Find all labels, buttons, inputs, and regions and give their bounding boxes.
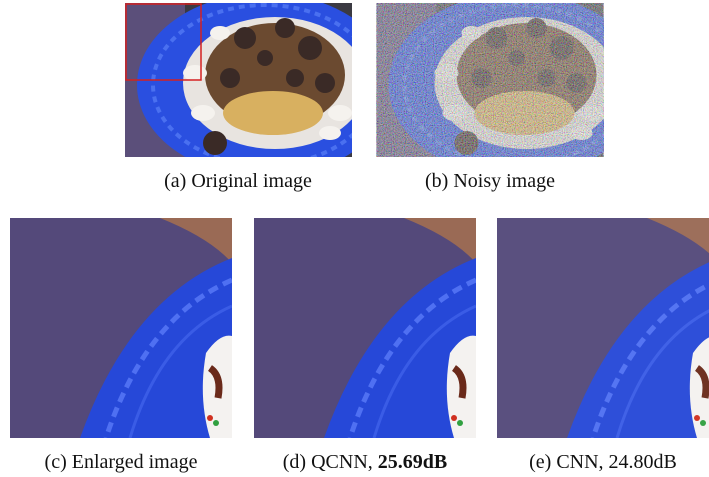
caption-part: Noisy image bbox=[453, 170, 555, 192]
caption: (c) Enlarged image bbox=[45, 451, 198, 473]
caption: (e) CNN, 24.80dB bbox=[529, 451, 677, 473]
caption-part: QCNN, bbox=[311, 451, 373, 473]
caption-part: Enlarged image bbox=[72, 451, 198, 473]
noise-overlay bbox=[376, 3, 604, 157]
enlarged-image bbox=[10, 218, 232, 438]
caption-part: 25.69dB bbox=[378, 451, 447, 473]
caption-part: CNN, 24.80dB bbox=[556, 451, 677, 473]
caption-part: (a) bbox=[164, 170, 186, 192]
caption-part: (c) bbox=[45, 451, 67, 473]
crop-box bbox=[125, 3, 202, 81]
tint bbox=[497, 218, 709, 438]
caption-part: (d) bbox=[283, 451, 306, 473]
caption-part: Original image bbox=[191, 170, 312, 192]
caption-part: (e) bbox=[529, 451, 551, 473]
caption-part: (b) bbox=[425, 170, 448, 192]
original-image bbox=[125, 3, 352, 157]
caption: (b) Noisy image bbox=[425, 170, 555, 192]
caption: (a) Original image bbox=[164, 170, 312, 192]
caption: (d) QCNN, 25.69dB bbox=[283, 451, 447, 473]
qcnn-image bbox=[254, 218, 476, 438]
